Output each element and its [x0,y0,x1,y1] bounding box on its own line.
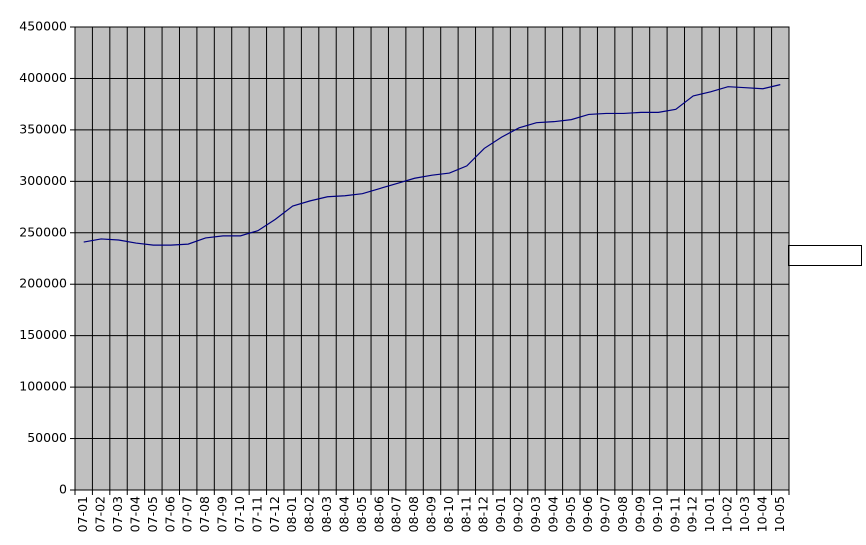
y-tick-label: 450000 [19,19,67,34]
x-tick-label: 10-01 [702,496,717,532]
x-tick-label: 09-08 [615,496,630,532]
x-tick-label: 10-04 [754,496,769,532]
x-tick-label: 10-02 [720,496,735,532]
plot-area [75,27,789,490]
x-tick-label: 07-05 [145,496,160,532]
x-tick-label: 09-05 [563,496,578,532]
x-tick-label: 09-12 [685,496,700,532]
x-tick-label: 09-06 [580,496,595,532]
y-tick-label: 200000 [19,276,67,291]
x-tick-label: 08-02 [302,496,317,532]
legend [788,245,862,266]
x-tick-label: 09-10 [650,496,665,532]
x-tick-label: 08-11 [458,496,473,532]
x-tick-label: 08-12 [476,496,491,532]
plot-border [74,26,790,491]
x-tick-label: 07-01 [75,496,90,532]
x-tick-label: 08-05 [354,496,369,532]
x-tick-label: 07-11 [249,496,264,532]
x-tick-label: 08-04 [336,496,351,532]
x-tick-label: 08-09 [424,496,439,532]
x-tick-label: 09-07 [598,496,613,532]
x-tick-label: 10-03 [737,496,752,532]
x-tick-label: 09-09 [632,496,647,532]
x-tick-label: 07-08 [197,496,212,532]
y-tick-label: 400000 [19,70,67,85]
x-tick-label: 07-09 [215,496,230,532]
x-tick-label: 07-10 [232,496,247,532]
x-tick-label: 08-01 [284,496,299,532]
x-tick-label: 07-03 [110,496,125,532]
x-tick-label: 08-08 [406,496,421,532]
y-tick-label: 350000 [19,121,67,136]
y-tick-label: 150000 [19,327,67,342]
x-tick-label: 08-06 [371,496,386,532]
y-tick-label: 300000 [19,173,67,188]
x-tick-label: 08-07 [389,496,404,532]
x-tick-label: 09-11 [667,496,682,532]
x-tick-label: 07-06 [162,496,177,532]
x-tick-label: 09-03 [528,496,543,532]
y-tick-label: 0 [59,482,67,497]
x-tick-label: 07-07 [180,496,195,532]
x-tick-label: 09-01 [493,496,508,532]
y-tick-label: 100000 [19,379,67,394]
y-tick-label: 50000 [27,430,67,445]
x-tick-label: 09-04 [545,496,560,532]
x-tick-label: 10-05 [772,496,787,532]
y-tick-label: 250000 [19,224,67,239]
x-tick-label: 07-04 [127,496,142,532]
x-tick-label: 08-03 [319,496,334,532]
x-tick-label: 09-02 [511,496,526,532]
x-tick-label: 07-12 [267,496,282,532]
series-line [83,84,781,246]
x-tick-label: 07-02 [93,496,108,532]
x-tick-label: 08-10 [441,496,456,532]
